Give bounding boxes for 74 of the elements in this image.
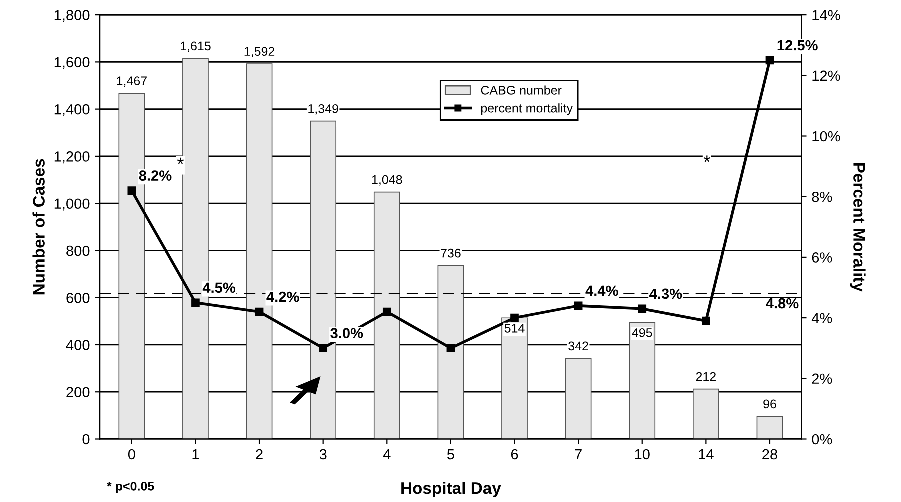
point — [446, 344, 456, 353]
data-label: 1,615 — [181, 42, 211, 52]
x-tick-label: 1 — [192, 450, 200, 460]
y-tick-label: 1,600 — [54, 57, 90, 70]
data-label: 736 — [441, 248, 461, 258]
point — [638, 304, 647, 314]
point — [382, 308, 392, 316]
y2-tick-label: 6% — [812, 252, 832, 263]
annotation: * — [704, 156, 710, 162]
y2-tick-label: 12% — [812, 70, 840, 82]
y2-tick-label: 2% — [812, 374, 832, 384]
bar — [756, 416, 784, 440]
point — [702, 316, 710, 326]
data-label: 212 — [696, 372, 716, 382]
data-label: 1,048 — [372, 175, 402, 186]
point — [574, 302, 583, 310]
x-axis-title: Hospital Day — [402, 482, 502, 498]
y-tick-label: 1,000 — [54, 198, 90, 211]
y2-tick-label: 10% — [812, 131, 840, 142]
x-tick-label: 10 — [635, 449, 650, 460]
legend-label: percent mortality — [481, 104, 574, 116]
x-tick-label: 3 — [320, 449, 327, 460]
data-label: 4.2% — [266, 292, 300, 302]
annotation: * — [178, 158, 184, 164]
point — [192, 298, 200, 308]
point — [766, 56, 774, 65]
y-tick-label: 1,200 — [54, 152, 90, 164]
x-tick-label: 7 — [575, 450, 582, 460]
y-tick-label: 400 — [66, 340, 90, 350]
data-label: 8.2% — [139, 170, 172, 181]
x-tick-label: 14 — [699, 450, 714, 460]
x-tick-label: 28 — [762, 449, 778, 460]
ref-line-label: 4.8% — [766, 298, 799, 309]
bar — [693, 388, 720, 440]
y2-tick-label: 8% — [812, 192, 832, 202]
y2-tick-label: 0% — [812, 434, 832, 445]
data-label: 514 — [504, 324, 525, 333]
y-tick-label: 1,800 — [54, 10, 90, 22]
data-label: 495 — [632, 328, 652, 338]
data-label: 96 — [764, 400, 776, 409]
y2-tick-label: 4% — [812, 313, 832, 324]
y-tick-label: 0 — [82, 434, 90, 445]
x-tick-label: 5 — [447, 450, 454, 460]
x-tick-label: 2 — [256, 449, 263, 460]
x-tick-label: 4 — [383, 450, 391, 460]
y-tick-label: 600 — [66, 292, 90, 304]
y-tick-label: 800 — [66, 246, 90, 256]
y-axis-title: Number of Cases — [32, 159, 45, 295]
bar — [502, 318, 528, 440]
data-label: 1,349 — [308, 104, 338, 115]
bar — [374, 192, 400, 440]
data-label: 342 — [568, 342, 588, 351]
bar — [629, 322, 656, 440]
y2-axis-title: Percent Morality — [850, 163, 866, 292]
data-label: 1,467 — [117, 76, 147, 87]
data-label: 4.5% — [202, 282, 236, 294]
data-label: 4.3% — [650, 288, 682, 300]
data-label: 4.4% — [586, 286, 618, 296]
y-tick-label: 1,400 — [54, 104, 90, 116]
x-tick-label: 6 — [511, 449, 518, 460]
bar — [565, 358, 592, 440]
text: * p<0.05 — [107, 482, 154, 494]
point — [255, 308, 264, 316]
x-tick-label: 0 — [128, 449, 136, 460]
point — [319, 344, 328, 353]
data-label: 3.0% — [330, 328, 364, 339]
point — [128, 186, 136, 195]
point — [510, 314, 519, 322]
legend-label: CABG number — [481, 86, 562, 95]
y-tick-label: 200 — [66, 387, 90, 398]
bar — [438, 265, 464, 440]
data-label: 12.5% — [778, 40, 818, 51]
y2-tick-label: 14% — [812, 10, 840, 20]
data-label: 1,592 — [244, 47, 275, 58]
